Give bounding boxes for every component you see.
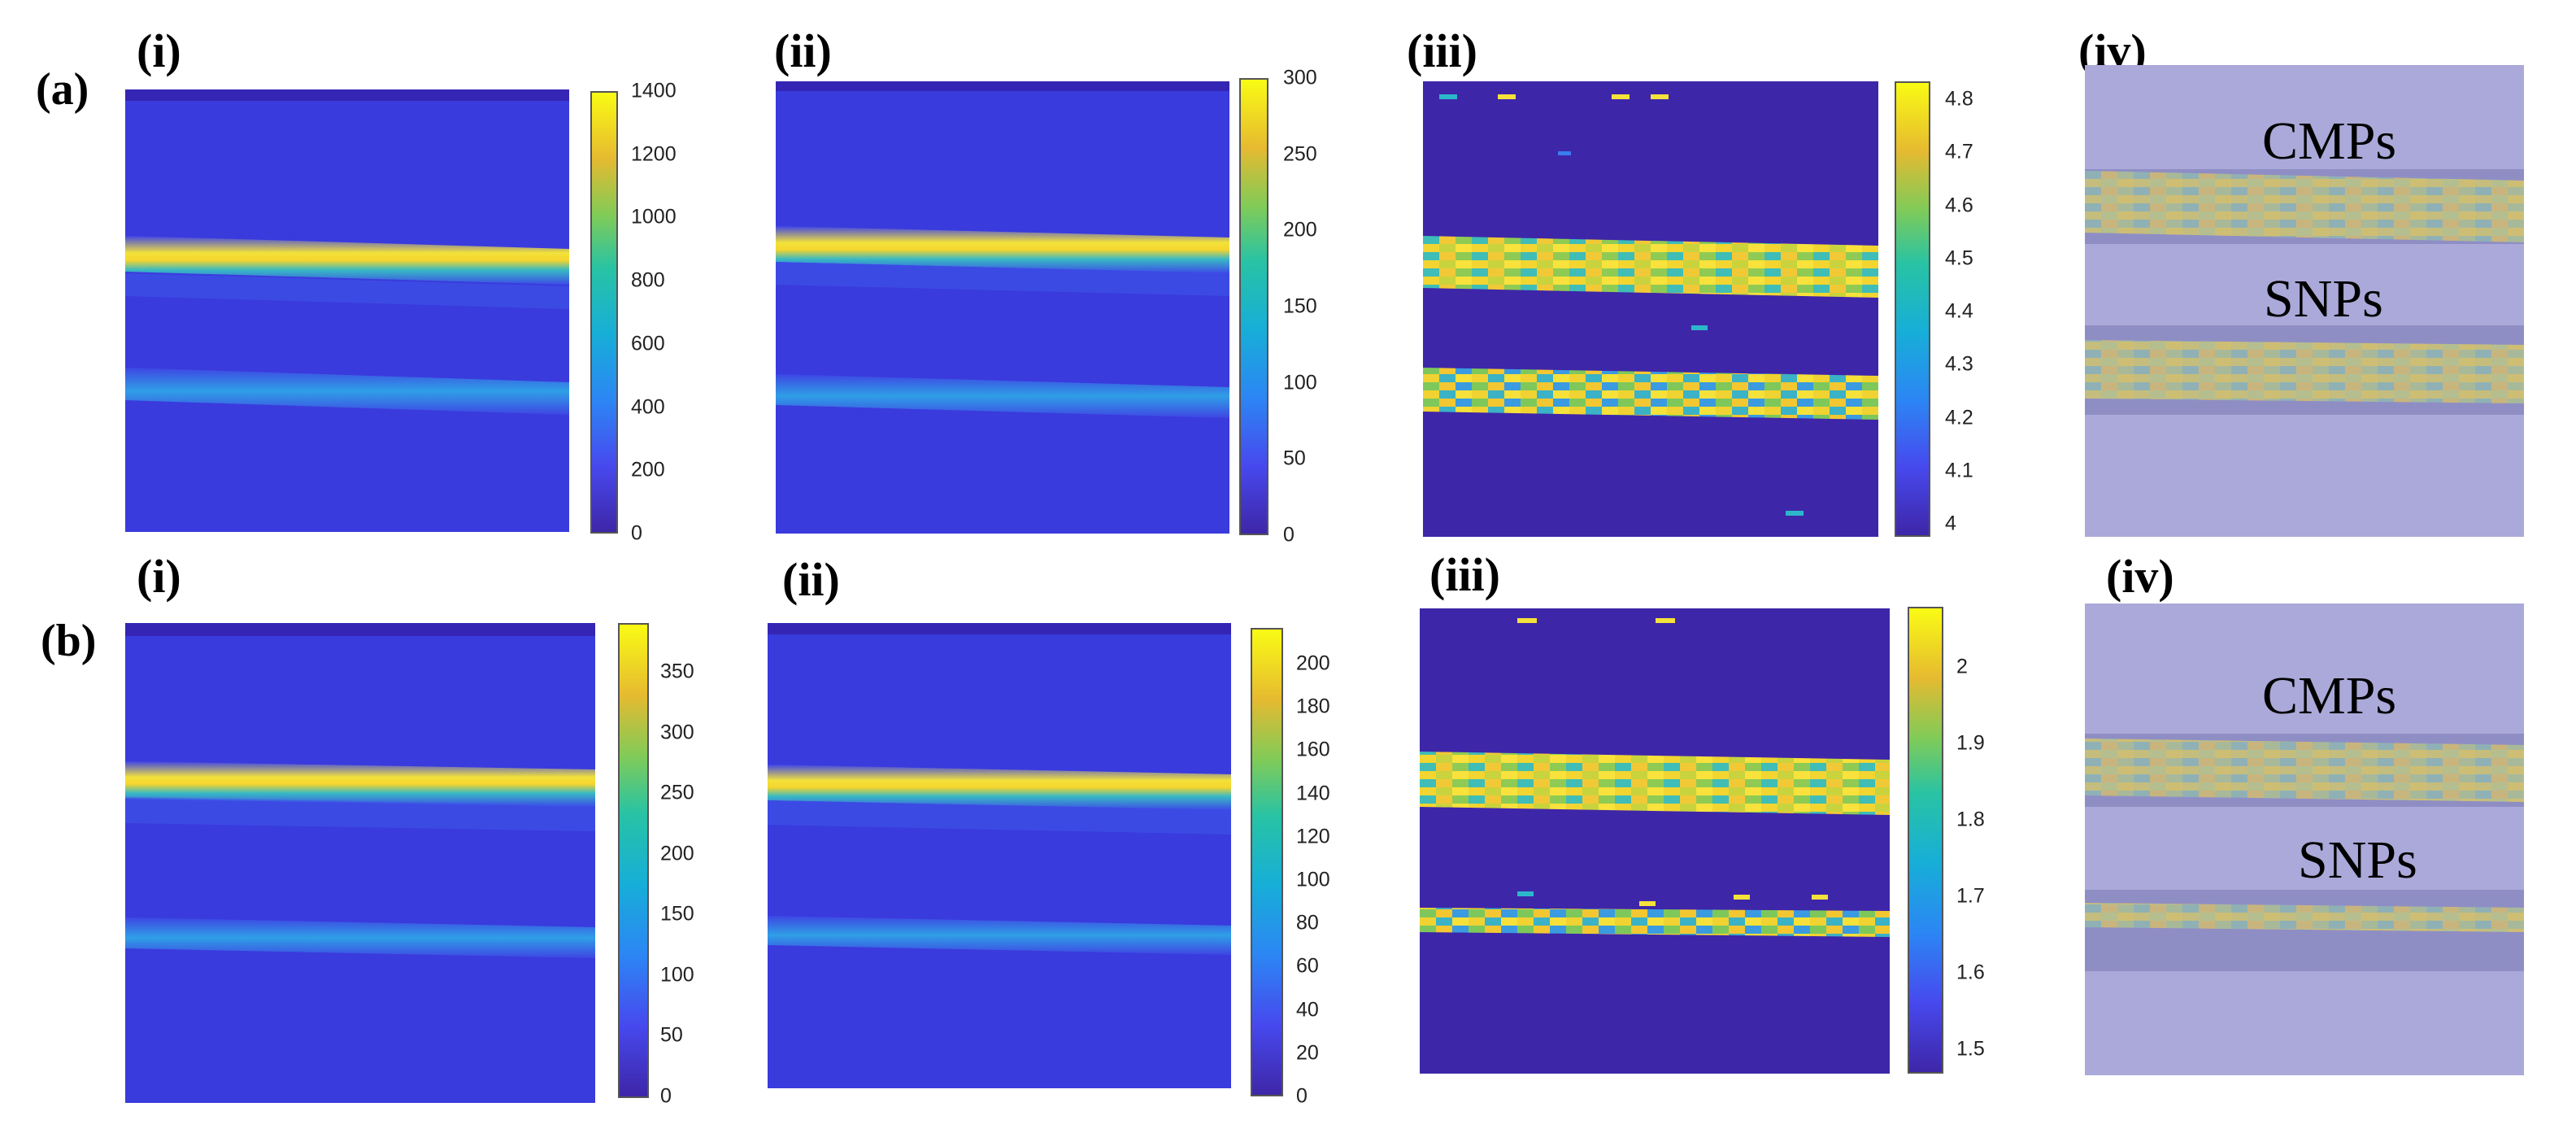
panel-label-b-iii: (iii) <box>1429 548 1500 601</box>
tick-label: 1.8 <box>1956 808 1985 831</box>
tick-label: 1000 <box>631 205 677 229</box>
tick-label: 300 <box>1283 66 1317 89</box>
tick-label: 300 <box>660 721 694 744</box>
tick-label: 2 <box>1956 655 1968 678</box>
tick-label: 140 <box>1296 782 1330 805</box>
heatmap-a-i <box>125 89 569 532</box>
tick-label: 200 <box>1283 218 1317 242</box>
tick-label: 200 <box>1296 651 1330 675</box>
row-label-b: (b) <box>41 616 97 666</box>
photo-overlay-a-iv <box>2085 65 2524 537</box>
panel-label-a-iii: (iii) <box>1407 24 1477 77</box>
tick-label: 350 <box>660 660 694 683</box>
tick-label: 40 <box>1296 998 1319 1022</box>
panel-label-a-i: (i) <box>137 24 181 77</box>
tick-label: 250 <box>1283 142 1317 166</box>
colorbar-a-ii <box>1239 78 1268 535</box>
heatmap-a-ii <box>776 81 1229 534</box>
tick-label: 0 <box>1283 523 1295 547</box>
tick-label: 1400 <box>631 79 677 102</box>
tick-label: 4.3 <box>1945 352 1973 376</box>
tick-label: 80 <box>1296 911 1319 935</box>
tick-label: 100 <box>1296 868 1330 891</box>
tick-label: 200 <box>660 842 694 865</box>
cmps-label-b: CMPs <box>2262 666 2397 726</box>
tick-label: 400 <box>631 395 665 419</box>
heatmap-b-ii <box>768 623 1231 1088</box>
tick-label: 4.1 <box>1945 459 1973 482</box>
row-label-a: (a) <box>36 64 89 115</box>
tick-label: 180 <box>1296 695 1330 718</box>
tick-label: 1.6 <box>1956 961 1985 984</box>
tick-label: 4 <box>1945 512 1956 535</box>
snps-label-b: SNPs <box>2298 830 2417 890</box>
tick-label: 0 <box>1296 1084 1308 1108</box>
tick-label: 4.2 <box>1945 406 1973 429</box>
tick-label: 0 <box>660 1084 672 1108</box>
colorbar-a-i <box>590 91 618 534</box>
panel-label-b-i: (i) <box>137 550 181 603</box>
tick-label: 120 <box>1296 825 1330 848</box>
tick-label: 50 <box>1283 447 1306 470</box>
tick-label: 800 <box>631 268 665 292</box>
panel-label-b-ii: (ii) <box>782 553 840 606</box>
snps-label-a: SNPs <box>2264 269 2383 329</box>
tick-label: 1.7 <box>1956 884 1985 908</box>
tick-label: 0 <box>631 521 642 545</box>
heatmap-a-iii <box>1423 81 1878 537</box>
colorbar-b-ii <box>1251 628 1283 1096</box>
tick-label: 1200 <box>631 142 677 166</box>
tick-label: 20 <box>1296 1041 1319 1065</box>
panel-label-b-iv: (iv) <box>2106 550 2174 603</box>
tick-label: 60 <box>1296 954 1319 978</box>
tick-label: 4.8 <box>1945 87 1973 111</box>
tick-label: 4.4 <box>1945 299 1973 323</box>
cmps-label-a: CMPs <box>2262 111 2397 171</box>
tick-label: 50 <box>660 1023 683 1047</box>
colorbar-a-iii <box>1895 81 1930 537</box>
tick-label: 4.6 <box>1945 194 1973 216</box>
tick-label: 1.5 <box>1956 1037 1985 1061</box>
tick-label: 200 <box>631 458 665 482</box>
colorbar-b-iii <box>1908 607 1943 1074</box>
panel-label-a-ii: (ii) <box>774 24 832 77</box>
tick-label: 4.5 <box>1945 246 1973 270</box>
tick-label: 160 <box>1296 738 1330 761</box>
tick-label: 100 <box>660 963 694 987</box>
heatmap-b-i <box>125 623 595 1103</box>
tick-label: 150 <box>660 902 694 926</box>
tick-label: 1.9 <box>1956 731 1985 755</box>
heatmap-b-iii <box>1420 608 1890 1074</box>
tick-label: 250 <box>660 781 694 804</box>
tick-label: 4.7 <box>1945 140 1973 163</box>
tick-label: 100 <box>1283 371 1317 394</box>
tick-label: 600 <box>631 332 665 355</box>
colorbar-b-i <box>618 623 649 1098</box>
photo-overlay-b-iv <box>2085 604 2524 1075</box>
tick-label: 150 <box>1283 294 1317 318</box>
